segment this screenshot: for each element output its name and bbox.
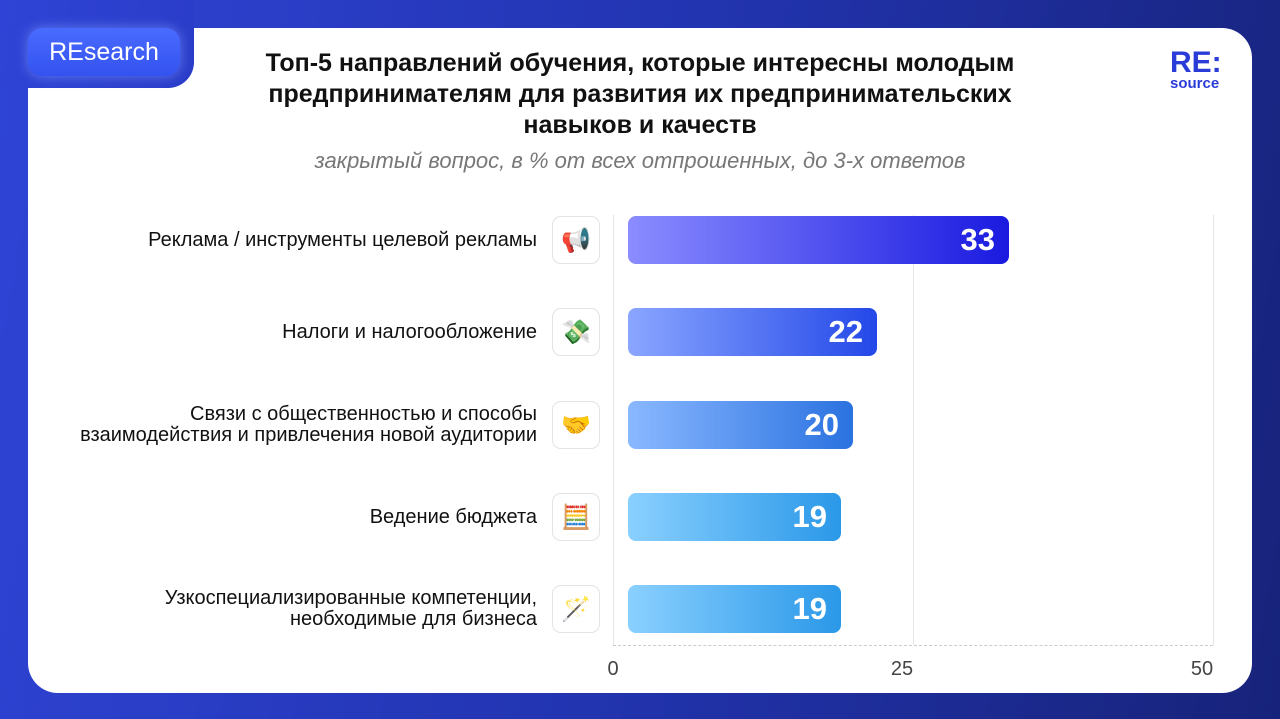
category-label: Узкоспециализированные компетенции, необ… [164, 587, 537, 630]
chart-subtitle: закрытый вопрос, в % от всех отпрошенных… [314, 148, 966, 173]
gridline-0 [613, 215, 614, 645]
chart-title: Топ-5 направлений обучения, которые инте… [265, 49, 1015, 139]
tick-label: 25 [890, 658, 914, 680]
research-badge: REsearch [28, 28, 180, 76]
handshake-icon: 🤝 [552, 401, 600, 449]
data-label: 19 [792, 591, 827, 626]
category-label: Ведение бюджета [369, 505, 537, 528]
gridline-25 [913, 215, 914, 645]
data-label: 19 [792, 499, 827, 534]
chart-card [28, 28, 1252, 693]
bar: 19 [628, 493, 841, 541]
category-label: Связи с общественностью и способы взаимо… [80, 403, 537, 446]
bar: 19 [628, 585, 841, 633]
bar: 33 [628, 216, 1009, 264]
tick-label: 0 [607, 658, 619, 680]
data-label: 22 [828, 314, 863, 349]
category-label: Налоги и налогообложение [282, 320, 537, 343]
money-with-wings-icon: 💸 [552, 308, 600, 356]
logo-sub: source [1170, 75, 1220, 92]
tick-label: 50 [1190, 658, 1214, 680]
gridline-50 [1213, 215, 1214, 645]
data-label: 33 [960, 222, 995, 257]
category-label: Реклама / инструменты целевой рекламы [148, 228, 537, 251]
logo-main: RE: [1170, 46, 1222, 79]
abacus-icon: 🧮 [552, 493, 600, 541]
megaphone-icon: 📢 [552, 216, 600, 264]
x-axis [613, 645, 1213, 646]
data-label: 20 [804, 407, 839, 442]
magic-wand-icon: 🪄 [552, 585, 600, 633]
bar: 22 [628, 308, 877, 356]
resource-logo: RE: source [1170, 46, 1222, 92]
bar: 20 [628, 401, 853, 449]
